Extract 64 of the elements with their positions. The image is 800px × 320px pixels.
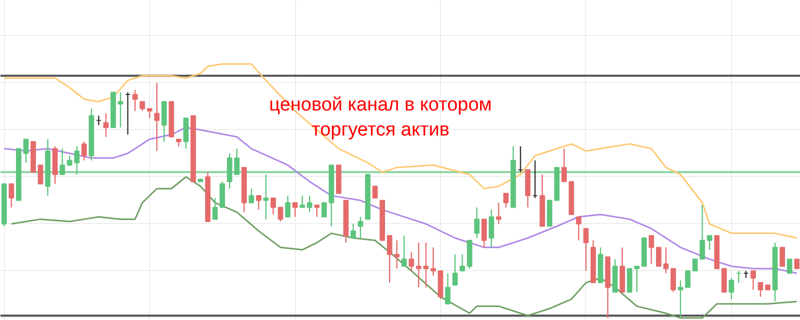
candlestick (8, 183, 14, 208)
candlestick (372, 186, 378, 199)
candlestick (263, 174, 269, 220)
candlestick (292, 202, 298, 218)
candlestick (60, 148, 65, 176)
candlestick (38, 164, 44, 184)
candlestick (452, 254, 458, 286)
candlestick (692, 258, 698, 272)
candlestick (161, 101, 167, 142)
candlestick (350, 223, 356, 239)
candlestick (140, 101, 145, 112)
candlestick (118, 92, 124, 128)
candlestick (81, 140, 87, 162)
candlestick (394, 240, 400, 270)
candlestick (583, 228, 589, 272)
candlestick (481, 218, 487, 248)
candlestick (183, 117, 189, 150)
candlestick (663, 246, 669, 274)
candlestick (445, 272, 450, 304)
candlestick (474, 206, 480, 239)
candlestick (786, 258, 792, 274)
candlestick (220, 180, 225, 208)
candlestick (758, 282, 764, 298)
candlestick (23, 138, 29, 164)
candlestick (321, 202, 327, 218)
candlestick (728, 277, 734, 300)
candlestick (270, 197, 276, 216)
candlestick (300, 195, 305, 208)
candlestick (278, 206, 284, 222)
candlestick (401, 235, 407, 267)
candlestick (212, 197, 218, 220)
candlestick (314, 204, 320, 218)
candlestick (460, 254, 465, 272)
candlestick (408, 252, 414, 272)
candlestick (306, 195, 312, 213)
candlestick (248, 188, 254, 204)
candlestick (496, 202, 502, 224)
candlestick (103, 112, 109, 138)
candlestick (132, 89, 138, 112)
candlestick (634, 266, 640, 293)
candlestick (561, 148, 567, 182)
candlestick (670, 268, 676, 293)
candlestick (656, 246, 662, 267)
candlestick (430, 246, 436, 276)
candlestick (721, 268, 727, 293)
candlestick (154, 82, 160, 152)
candlestick (285, 195, 290, 218)
candlestick (256, 195, 262, 210)
candlestick (386, 235, 392, 284)
candlestick (648, 235, 654, 264)
candlestick (685, 270, 690, 288)
candlestick (626, 268, 632, 293)
candlestick (706, 235, 712, 250)
candlestick (750, 270, 756, 290)
candlestick (503, 192, 509, 208)
candlestick (488, 209, 494, 248)
candlestick (700, 204, 705, 260)
candlestick (146, 108, 152, 119)
candlestick (780, 246, 785, 267)
candlestick (416, 242, 422, 288)
candlestick (358, 216, 364, 239)
candlestick (794, 258, 800, 270)
candlestick (423, 242, 429, 288)
candlestick (576, 216, 582, 241)
